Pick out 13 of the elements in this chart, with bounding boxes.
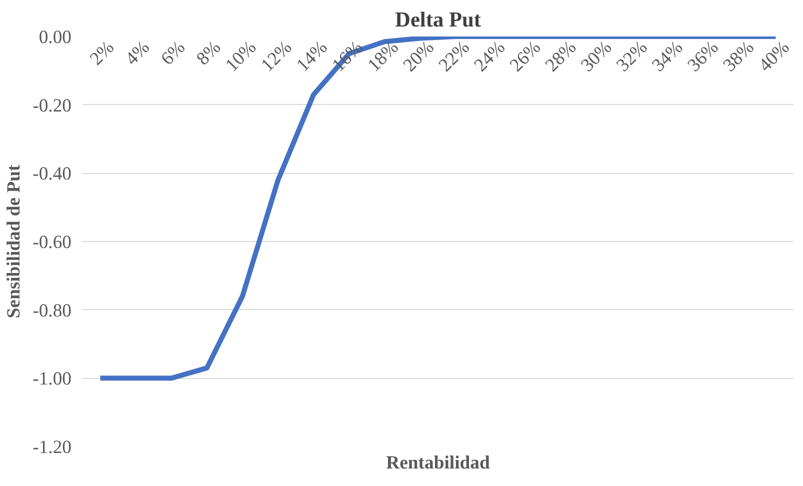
x-axis-title: Rentabilidad bbox=[386, 452, 490, 474]
y-tick-label: -0.60 bbox=[32, 232, 72, 253]
chart-title: Delta Put bbox=[395, 8, 482, 32]
y-tick-label: 0.00 bbox=[38, 27, 72, 48]
y-axis-title: Sensibilidad de Put bbox=[4, 164, 25, 318]
y-tick-label: -1.00 bbox=[32, 368, 72, 390]
y-tick-label: -0.40 bbox=[32, 164, 72, 185]
x-tick-label: 6% bbox=[157, 37, 190, 70]
x-tick-label: 4% bbox=[121, 37, 154, 70]
x-tick-label: 2% bbox=[86, 37, 118, 70]
y-tick-label: -0.80 bbox=[32, 300, 72, 322]
y-tick-label: -0.20 bbox=[32, 95, 72, 116]
y-tick-label: -1.20 bbox=[32, 437, 72, 458]
